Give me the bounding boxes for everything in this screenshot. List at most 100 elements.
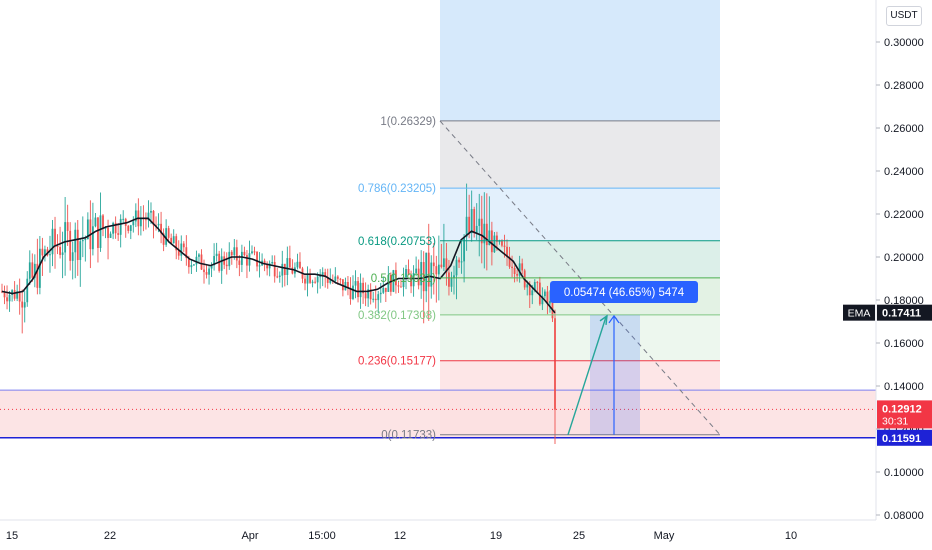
- candle-body: [248, 253, 251, 266]
- candle-body: [44, 249, 46, 256]
- measure-label-bg: [550, 281, 698, 303]
- candle-body: [117, 233, 120, 235]
- candle-body: [402, 277, 405, 288]
- candle-body: [175, 236, 178, 251]
- candle-body: [112, 222, 115, 234]
- candle-body: [354, 281, 357, 286]
- candle-body: [243, 251, 246, 256]
- x-tick-label: May: [654, 530, 675, 542]
- candle-body: [38, 248, 41, 288]
- candle-body: [508, 256, 511, 267]
- candle-body: [170, 237, 173, 244]
- candle-body: [127, 225, 130, 231]
- fib-label: 0.382(0.17308): [358, 310, 436, 322]
- candle-body: [362, 282, 364, 294]
- candle-body: [473, 209, 476, 234]
- candle-body: [478, 218, 481, 226]
- candle-body: [400, 286, 402, 288]
- candle-body: [458, 259, 460, 263]
- candle-body: [150, 210, 152, 213]
- candle-body: [271, 261, 274, 264]
- candle-body: [233, 247, 236, 256]
- fib-label: 1(0.26329): [380, 116, 436, 128]
- candle-body: [200, 254, 203, 270]
- candle-body: [422, 262, 425, 292]
- price-range-tool[interactable]: 0.05474 (46.65%) 5474: [550, 281, 698, 435]
- candle-body: [109, 233, 112, 238]
- candle-body: [230, 251, 233, 256]
- candle-body: [488, 230, 491, 246]
- candle-body: [210, 265, 213, 269]
- candle-body: [147, 212, 150, 221]
- x-tick-label: 19: [490, 530, 502, 542]
- candle-body: [16, 291, 19, 299]
- candle-body: [263, 260, 266, 265]
- candle-body: [382, 287, 385, 293]
- y-tick-label: 0.26000: [884, 123, 924, 135]
- candle-body: [364, 293, 367, 299]
- candle-body: [11, 290, 14, 295]
- candle-body: [258, 265, 261, 267]
- candle-body: [28, 262, 31, 279]
- candle-body: [268, 263, 271, 269]
- candle-body: [470, 209, 473, 234]
- candle-body: [314, 281, 317, 283]
- candle-body: [134, 210, 137, 222]
- candle-body: [107, 227, 109, 238]
- candle-body: [359, 282, 362, 298]
- candle-body: [278, 275, 281, 277]
- y-tick-label: 0.22000: [884, 209, 924, 221]
- candle-body: [76, 229, 79, 261]
- candle-body: [483, 223, 486, 244]
- candle-body: [71, 252, 74, 261]
- candle-body: [145, 219, 147, 221]
- candle-body: [256, 251, 258, 267]
- candle-body: [251, 251, 253, 254]
- candle-body: [549, 301, 551, 304]
- candle-body: [99, 215, 102, 248]
- candle-body: [240, 251, 243, 265]
- support-zone: [0, 389, 876, 439]
- projection-arrow-head: [599, 314, 608, 325]
- candle-body: [450, 277, 453, 287]
- candle-body: [246, 255, 248, 266]
- candle-body: [531, 290, 534, 296]
- candle-body: [480, 218, 483, 244]
- candle-body: [420, 262, 423, 286]
- fib-label: 0.786(0.23205): [358, 183, 436, 195]
- candle-body: [513, 268, 516, 274]
- candle-body: [357, 281, 359, 298]
- candle-body: [49, 254, 51, 256]
- price-tag-value: 0.12912: [882, 403, 922, 415]
- candle-body: [79, 241, 82, 261]
- candle-body: [86, 219, 89, 239]
- candle-body: [442, 258, 445, 267]
- candle-body: [397, 285, 400, 287]
- candle-body: [349, 287, 352, 299]
- candle-body: [102, 215, 104, 229]
- candle-body: [26, 278, 29, 303]
- y-tick-label: 0.14000: [884, 381, 924, 393]
- candle-body: [182, 243, 185, 248]
- currency-label[interactable]: USDT: [886, 6, 922, 26]
- candle-body: [215, 253, 218, 257]
- candle-body: [432, 262, 435, 267]
- candle-body: [195, 256, 198, 265]
- candle-body: [541, 296, 544, 305]
- candle-body: [546, 291, 549, 304]
- candle-body: [417, 268, 420, 286]
- x-tick-label: 15: [6, 530, 18, 542]
- candle-body: [187, 258, 190, 268]
- candle-body: [440, 264, 443, 267]
- candle-body: [119, 218, 122, 235]
- candle-body: [283, 263, 286, 275]
- candle-body: [8, 294, 11, 302]
- candle-body: [407, 269, 410, 276]
- candle-body: [410, 275, 412, 287]
- y-tick-label: 0.28000: [884, 80, 924, 92]
- fib-label: 0.236(0.15177): [358, 356, 436, 368]
- candle-body: [506, 246, 508, 257]
- candle-body: [235, 247, 238, 261]
- x-tick-label: 10: [785, 530, 797, 542]
